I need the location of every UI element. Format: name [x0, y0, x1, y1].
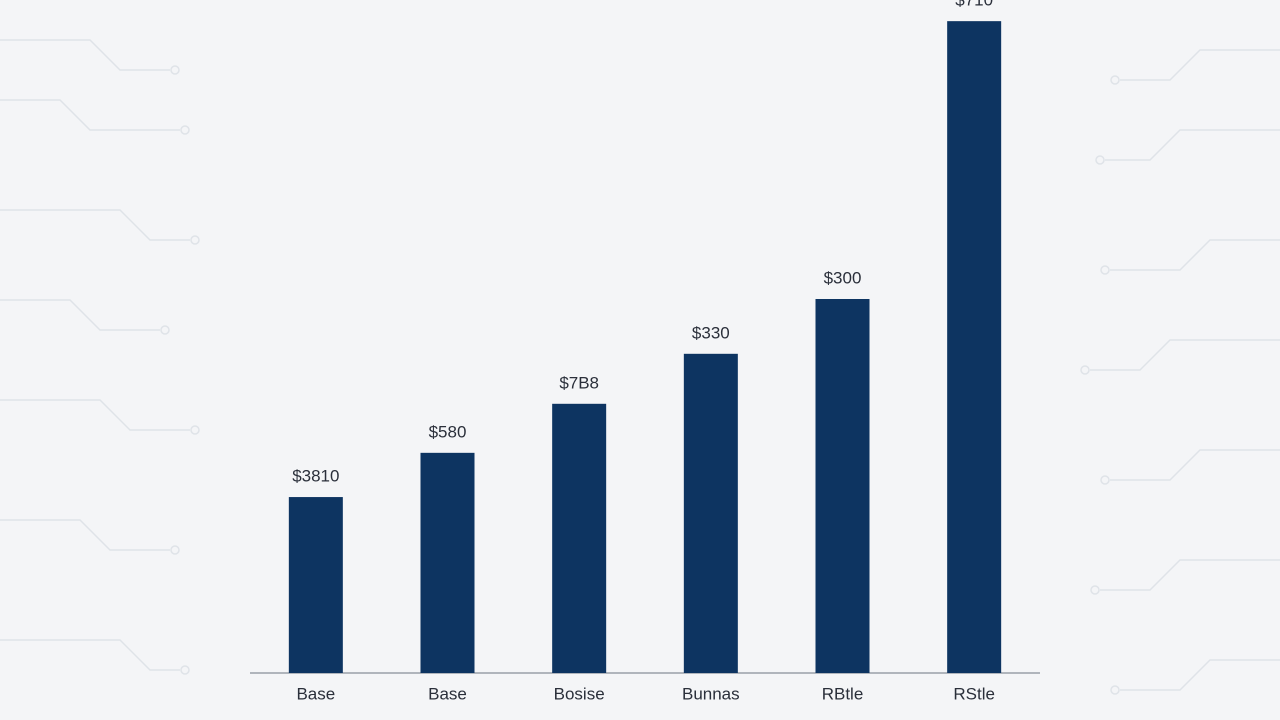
- x-tick-label: Bosise: [554, 684, 605, 703]
- x-tick-label: Base: [428, 684, 467, 703]
- bar: [947, 21, 1002, 673]
- bar-annotation: $710: [955, 0, 993, 10]
- bar-annotation: $580: [429, 422, 467, 441]
- bar-annotation: $300: [824, 268, 862, 287]
- bar-annotation: $330: [692, 323, 730, 342]
- bar: [552, 403, 607, 673]
- x-tick-label: RStle: [953, 684, 995, 703]
- x-tick-label: Base: [296, 684, 335, 703]
- x-tick-label: Bunnas: [682, 684, 740, 703]
- bar: [420, 452, 475, 673]
- bar: [815, 299, 870, 673]
- bar-annotation: $7B8: [559, 373, 599, 392]
- x-tick-label: RBtle: [822, 684, 864, 703]
- bar-annotation: $3810: [292, 467, 339, 486]
- bar: [288, 497, 343, 673]
- circuit-decoration: [0, 39, 1280, 695]
- bar: [683, 353, 738, 673]
